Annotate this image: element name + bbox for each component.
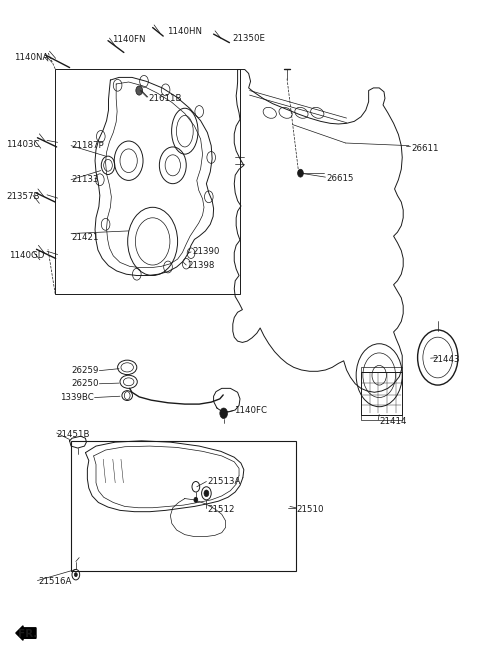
- Text: 26611: 26611: [412, 144, 439, 154]
- Text: FR.: FR.: [18, 628, 37, 639]
- Text: 21451B: 21451B: [57, 430, 90, 439]
- Text: 21350E: 21350E: [233, 33, 266, 43]
- Text: 21421: 21421: [71, 233, 98, 242]
- Text: 21133: 21133: [71, 175, 98, 184]
- Text: 21414: 21414: [379, 417, 407, 426]
- Text: 1140FN: 1140FN: [112, 35, 145, 44]
- Bar: [361, 367, 402, 372]
- Text: 1140GD: 1140GD: [9, 251, 44, 260]
- Text: 21513A: 21513A: [207, 477, 241, 486]
- Bar: [71, 441, 296, 571]
- Text: 21390: 21390: [192, 247, 219, 256]
- Text: 21510: 21510: [297, 504, 324, 514]
- Text: 1339BC: 1339BC: [60, 393, 94, 402]
- Text: 1140NA: 1140NA: [14, 52, 48, 62]
- Circle shape: [194, 497, 198, 502]
- Bar: [361, 372, 402, 415]
- Text: 21357B: 21357B: [6, 192, 40, 201]
- Text: 26250: 26250: [71, 379, 98, 388]
- Text: 21512: 21512: [207, 504, 235, 514]
- Circle shape: [220, 408, 228, 419]
- Circle shape: [74, 573, 77, 577]
- FancyArrow shape: [16, 626, 36, 640]
- Text: 26615: 26615: [326, 174, 354, 183]
- Bar: [361, 415, 402, 420]
- Text: 21516A: 21516A: [38, 577, 72, 586]
- Text: 21611B: 21611B: [149, 94, 182, 103]
- Circle shape: [204, 490, 209, 497]
- Text: 21398: 21398: [187, 261, 215, 270]
- Bar: [55, 69, 240, 294]
- Text: 21187P: 21187P: [71, 141, 104, 150]
- Text: 26259: 26259: [71, 366, 98, 375]
- Text: 21443: 21443: [432, 355, 459, 364]
- Text: 1140FC: 1140FC: [234, 406, 267, 415]
- Circle shape: [298, 169, 303, 177]
- Text: 11403C: 11403C: [6, 140, 40, 149]
- Circle shape: [136, 86, 143, 95]
- Text: 1140HN: 1140HN: [168, 27, 202, 36]
